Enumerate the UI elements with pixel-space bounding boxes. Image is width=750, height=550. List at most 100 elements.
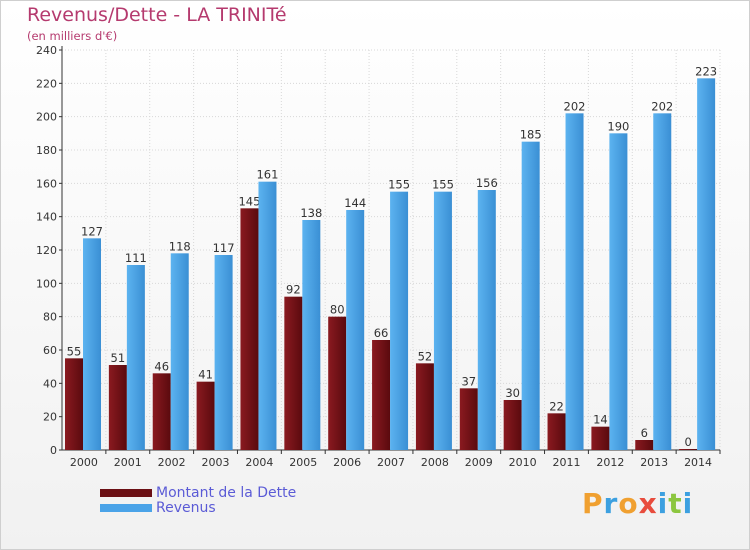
bar-revenus: [697, 78, 716, 450]
bar-dette: [503, 400, 522, 450]
data-label-revenus: 161: [256, 168, 278, 182]
proxiti-logo: Proxiti: [582, 487, 693, 520]
data-label-revenus: 223: [695, 64, 717, 78]
bar-dette: [240, 208, 259, 450]
bar-dette: [547, 413, 566, 450]
bar-revenus: [258, 181, 277, 450]
x-tick-label: 2006: [333, 456, 361, 469]
data-label-revenus: 117: [213, 241, 235, 255]
data-label-dette: 66: [374, 326, 389, 340]
data-label-revenus: 111: [125, 251, 147, 265]
bar-revenus: [302, 220, 321, 450]
y-tick-label: 180: [36, 144, 57, 157]
bar-revenus: [565, 113, 584, 450]
data-label-dette: 41: [198, 368, 213, 382]
legend-label-dette: Montant de la Dette: [156, 485, 297, 501]
data-label-revenus: 118: [169, 239, 191, 253]
y-tick-label: 120: [36, 244, 57, 257]
y-tick-label: 60: [43, 344, 57, 357]
y-tick-label: 100: [36, 277, 57, 290]
x-tick-label: 2000: [70, 456, 98, 469]
bar-dette: [284, 296, 303, 450]
x-tick-label: 2012: [596, 456, 624, 469]
y-tick-label: 140: [36, 211, 57, 224]
bar-revenus: [653, 113, 672, 450]
bar-dette: [372, 340, 391, 450]
data-label-dette: 22: [549, 399, 564, 413]
legend-swatch-revenus: [100, 504, 152, 512]
bar-dette: [635, 440, 654, 450]
bar-revenus: [390, 191, 409, 450]
logo-letter: o: [618, 487, 639, 520]
bar-revenus: [433, 191, 452, 450]
data-label-revenus: 155: [388, 178, 410, 192]
logo-letter: P: [582, 487, 604, 520]
data-label-revenus: 202: [651, 99, 673, 113]
bar-revenus: [346, 210, 365, 450]
logo-letter: t: [668, 487, 683, 520]
bar-revenus: [521, 141, 540, 450]
logo-letter: i: [657, 487, 669, 520]
data-label-revenus: 155: [432, 178, 454, 192]
data-label-revenus: 202: [564, 99, 586, 113]
y-tick-label: 20: [43, 411, 57, 424]
data-label-dette: 37: [461, 374, 476, 388]
data-label-revenus: 185: [520, 128, 542, 142]
data-label-dette: 0: [684, 435, 691, 449]
bar-dette: [65, 358, 83, 450]
x-tick-label: 2013: [640, 456, 668, 469]
data-label-dette: 14: [593, 413, 608, 427]
x-tick-label: 2014: [684, 456, 712, 469]
legend-label-revenus: Revenus: [156, 500, 216, 516]
bar-dette: [591, 426, 610, 450]
x-tick-label: 2002: [158, 456, 186, 469]
chart-title: Revenus/Dette - LA TRINITé: [27, 4, 287, 26]
bar-revenus: [609, 133, 628, 451]
legend: Montant de la Dette Revenus: [100, 485, 360, 516]
data-label-dette: 6: [641, 426, 648, 440]
x-tick-label: 2005: [289, 456, 317, 469]
y-tick-label: 80: [43, 311, 57, 324]
data-label-revenus: 156: [476, 176, 498, 190]
logo-letter: r: [603, 487, 619, 520]
y-tick-label: 160: [36, 177, 57, 190]
data-label-dette: 80: [330, 303, 345, 317]
logo-letter: i: [682, 487, 694, 520]
data-label-dette: 52: [418, 349, 433, 363]
x-tick-label: 2011: [552, 456, 580, 469]
bar-dette: [459, 388, 478, 450]
bar-revenus: [170, 253, 189, 450]
legend-swatch-dette: [100, 489, 152, 497]
data-label-revenus: 127: [81, 224, 103, 238]
bar-dette: [328, 316, 347, 450]
y-tick-label: 220: [36, 77, 57, 90]
bar-revenus: [214, 255, 233, 450]
data-label-dette: 30: [505, 386, 520, 400]
bar-revenus: [83, 238, 101, 450]
x-tick-label: 2004: [245, 456, 273, 469]
legend-item-revenus: Revenus: [100, 500, 360, 516]
bar-dette: [152, 373, 171, 450]
x-tick-label: 2007: [377, 456, 405, 469]
y-tick-label: 0: [50, 444, 57, 457]
bar-dette: [679, 449, 698, 450]
logo-letter: x: [638, 487, 658, 520]
data-label-revenus: 190: [607, 119, 629, 133]
x-tick-label: 2008: [421, 456, 449, 469]
y-tick-label: 200: [36, 111, 57, 124]
bar-dette: [196, 381, 215, 450]
bar-dette: [108, 365, 127, 450]
legend-item-dette: Montant de la Dette: [100, 485, 360, 501]
x-tick-label: 2009: [465, 456, 493, 469]
data-label-dette: 46: [154, 359, 169, 373]
data-label-revenus: 138: [300, 206, 322, 220]
data-label-dette: 92: [286, 283, 301, 297]
x-tick-label: 2010: [509, 456, 537, 469]
y-tick-label: 40: [43, 377, 57, 390]
y-tick-label: 240: [36, 44, 57, 57]
bar-revenus: [126, 265, 145, 450]
data-label-dette: 145: [238, 194, 260, 208]
data-label-dette: 55: [67, 344, 82, 358]
data-label-revenus: 144: [344, 196, 366, 210]
